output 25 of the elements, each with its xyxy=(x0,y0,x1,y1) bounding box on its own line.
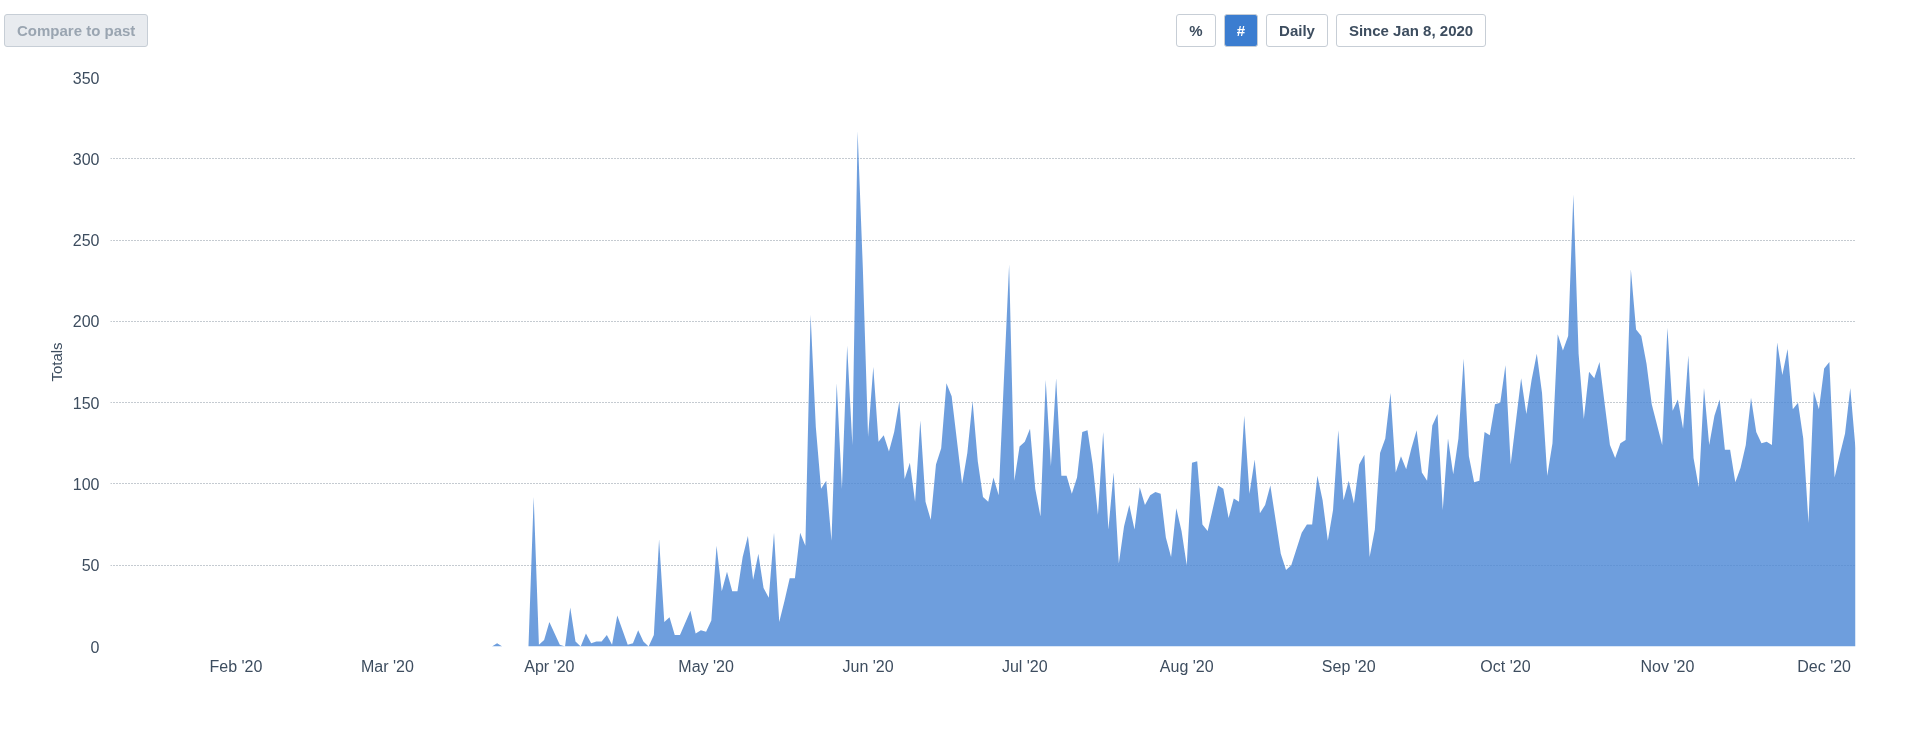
x-tick-label: Nov '20 xyxy=(1640,657,1695,675)
y-tick-label: 350 xyxy=(72,69,100,87)
x-tick-label: Feb '20 xyxy=(209,657,263,675)
text: Daily xyxy=(1279,21,1315,41)
x-tick-label: Sep '20 xyxy=(1321,657,1376,675)
y-tick-label: 300 xyxy=(72,151,100,169)
y-tick-label: 250 xyxy=(72,232,100,250)
x-tick-label: May '20 xyxy=(678,657,734,675)
text: # xyxy=(1236,21,1246,41)
x-tick-label: Aug '20 xyxy=(1159,657,1214,675)
y-axis-title: Totals xyxy=(47,342,65,383)
x-tick-label: Dec '20 xyxy=(1797,657,1852,675)
y-tick-label: 50 xyxy=(81,557,100,575)
y-tick-label: 0 xyxy=(90,638,100,656)
x-tick-label: Jul '20 xyxy=(1001,657,1048,675)
text: Since Jan 8, 2020 xyxy=(1348,21,1474,41)
text: Compare to past xyxy=(17,21,136,41)
y-tick-label: 150 xyxy=(72,395,100,413)
x-tick-label: Jun '20 xyxy=(842,657,894,675)
y-tick-label: 200 xyxy=(72,313,100,331)
x-tick-label: Apr '20 xyxy=(524,657,575,675)
text: % xyxy=(1189,21,1203,41)
y-tick-label: 100 xyxy=(72,476,100,494)
x-tick-label: Oct '20 xyxy=(1480,657,1531,675)
x-tick-label: Mar '20 xyxy=(360,657,414,675)
